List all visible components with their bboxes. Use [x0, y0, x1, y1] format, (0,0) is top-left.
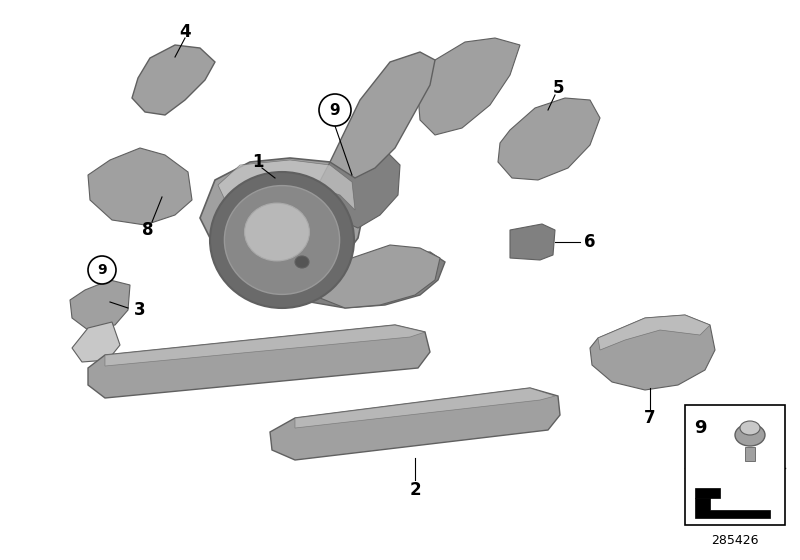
Polygon shape	[498, 98, 600, 180]
Polygon shape	[315, 245, 440, 308]
Polygon shape	[318, 148, 400, 228]
Text: 4: 4	[179, 23, 191, 41]
Ellipse shape	[735, 424, 765, 446]
Polygon shape	[70, 280, 130, 330]
Circle shape	[88, 256, 116, 284]
Text: 7: 7	[644, 409, 656, 427]
Polygon shape	[88, 148, 192, 225]
Polygon shape	[132, 45, 215, 115]
Ellipse shape	[225, 185, 340, 295]
Ellipse shape	[740, 421, 760, 435]
Polygon shape	[105, 325, 425, 366]
Polygon shape	[72, 322, 120, 362]
Text: 3: 3	[134, 301, 146, 319]
Ellipse shape	[245, 203, 310, 261]
Text: 5: 5	[552, 79, 564, 97]
Polygon shape	[695, 488, 720, 498]
Polygon shape	[145, 178, 182, 203]
Polygon shape	[510, 224, 555, 260]
Polygon shape	[590, 315, 715, 390]
Text: 2: 2	[409, 481, 421, 499]
Polygon shape	[265, 252, 445, 308]
Text: 9: 9	[97, 263, 107, 277]
Text: 9: 9	[330, 102, 340, 118]
Polygon shape	[200, 158, 365, 282]
Circle shape	[319, 94, 351, 126]
Text: 1: 1	[252, 153, 264, 171]
Text: 285426: 285426	[711, 534, 758, 547]
Polygon shape	[295, 388, 555, 428]
FancyBboxPatch shape	[745, 447, 755, 461]
Text: 8: 8	[142, 221, 154, 239]
Polygon shape	[218, 160, 355, 210]
Ellipse shape	[295, 256, 309, 268]
Ellipse shape	[210, 172, 354, 308]
Polygon shape	[598, 315, 710, 350]
Polygon shape	[270, 388, 560, 460]
Polygon shape	[418, 38, 520, 135]
Text: 6: 6	[584, 233, 596, 251]
Polygon shape	[330, 52, 435, 178]
FancyBboxPatch shape	[685, 405, 785, 525]
Polygon shape	[695, 498, 770, 518]
Polygon shape	[88, 325, 430, 398]
Text: 9: 9	[694, 419, 706, 437]
